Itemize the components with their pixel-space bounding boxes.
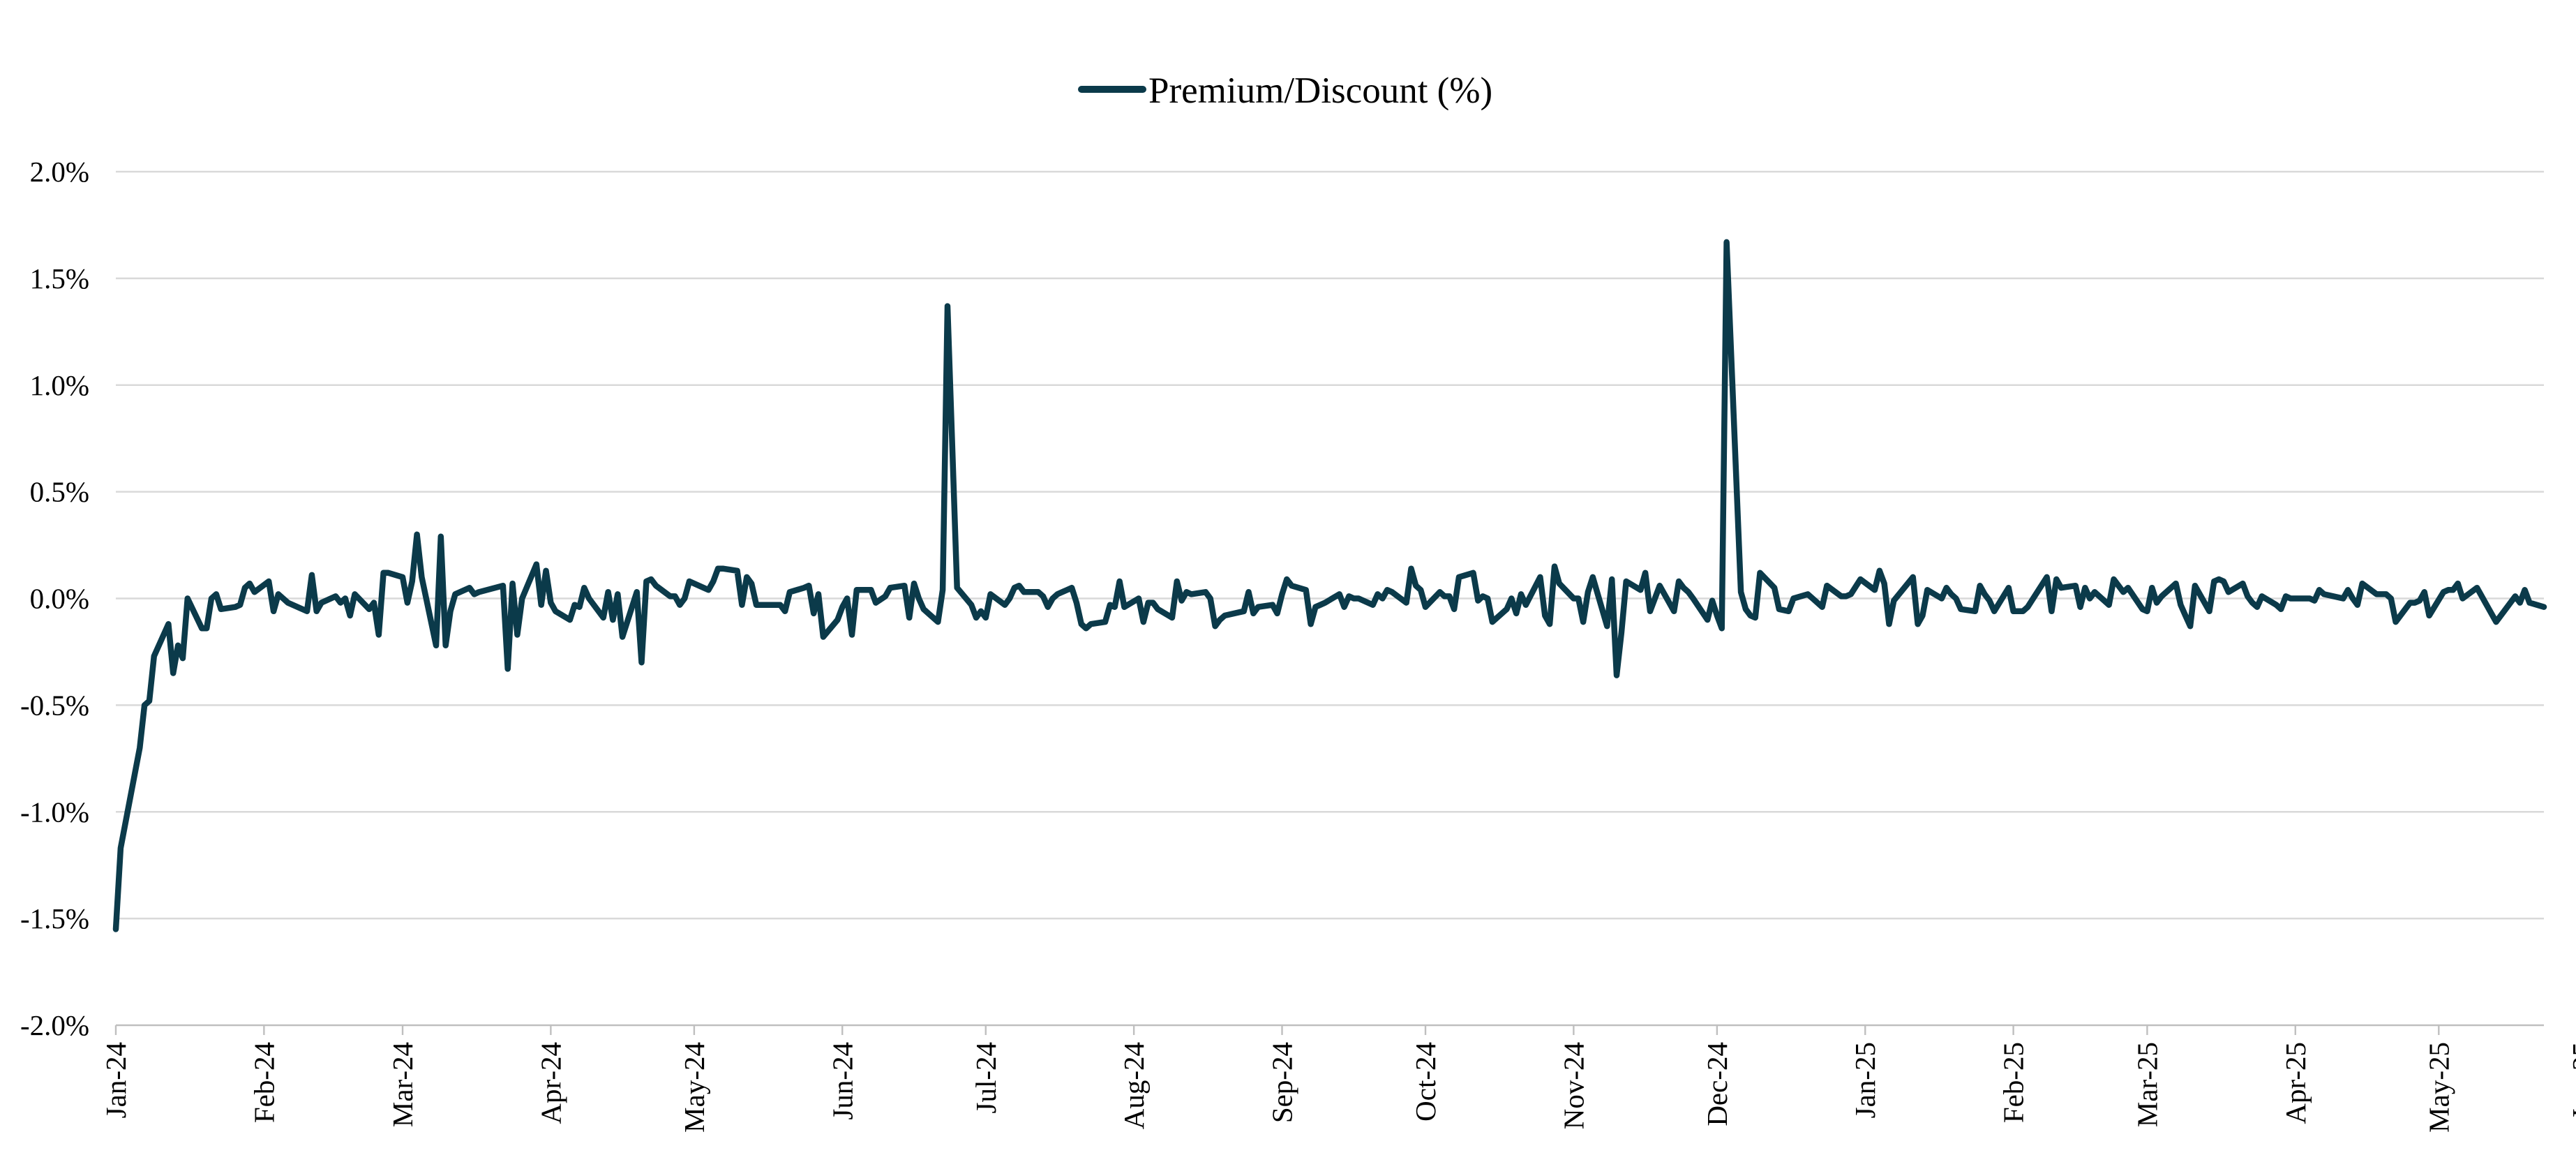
gridlines xyxy=(116,170,2544,920)
y-tick-label: -2.0% xyxy=(20,1009,89,1041)
x-tick-label: Nov-24 xyxy=(1557,1042,1589,1129)
x-tick-label: May-25 xyxy=(2423,1042,2455,1133)
x-tick-label: Sep-24 xyxy=(1266,1042,1298,1123)
x-tick-label: Mar-25 xyxy=(2131,1042,2163,1127)
legend: Premium/Discount (%) xyxy=(1078,70,1492,111)
x-tick-label: Feb-24 xyxy=(248,1042,280,1123)
series-layer xyxy=(112,239,2547,932)
x-tick-label: Jan-25 xyxy=(1849,1042,1881,1118)
legend-label-premium-discount: Premium/Discount (%) xyxy=(1148,70,1492,111)
y-axis-tick-labels: 2.0% 1.5% 1.0% 0.5% 0.0% -0.5% -1.0% -1.5% -2.0% xyxy=(20,156,89,1041)
y-tick-label: 1.5% xyxy=(30,262,89,295)
x-tick-label: Jan-24 xyxy=(100,1042,132,1118)
y-tick-label: 1.0% xyxy=(30,369,89,401)
x-tick-label: Apr-24 xyxy=(534,1042,567,1124)
series-line-premium-discount xyxy=(112,239,2547,932)
y-tick-label: 0.5% xyxy=(30,476,89,508)
y-tick-label: -0.5% xyxy=(20,689,89,721)
x-tick-label: Jun-25 xyxy=(2566,1042,2576,1120)
x-tick-label: Mar-24 xyxy=(387,1042,419,1127)
x-tick-label: Feb-25 xyxy=(1998,1042,2030,1123)
y-tick-label: 0.0% xyxy=(30,583,89,615)
x-tick-label: Oct-24 xyxy=(1409,1042,1441,1122)
x-tick-label: Jul-24 xyxy=(970,1042,1002,1114)
y-tick-label: -1.0% xyxy=(20,796,89,828)
x-tick-label: Dec-24 xyxy=(1701,1042,1733,1126)
x-axis xyxy=(114,1024,2544,1035)
x-tick-label: Apr-25 xyxy=(2279,1042,2312,1124)
x-tick-label: Aug-24 xyxy=(1118,1042,1150,1129)
y-tick-label: 2.0% xyxy=(30,156,89,188)
x-axis-tick-labels: Jan-24 Feb-24 Mar-24 Apr-24 May-24 Jun-24 Jul-… xyxy=(100,1042,2576,1133)
x-tick-label: May-24 xyxy=(678,1042,710,1133)
x-tick-label: Jun-24 xyxy=(826,1042,858,1120)
y-tick-label: -1.5% xyxy=(20,902,89,935)
